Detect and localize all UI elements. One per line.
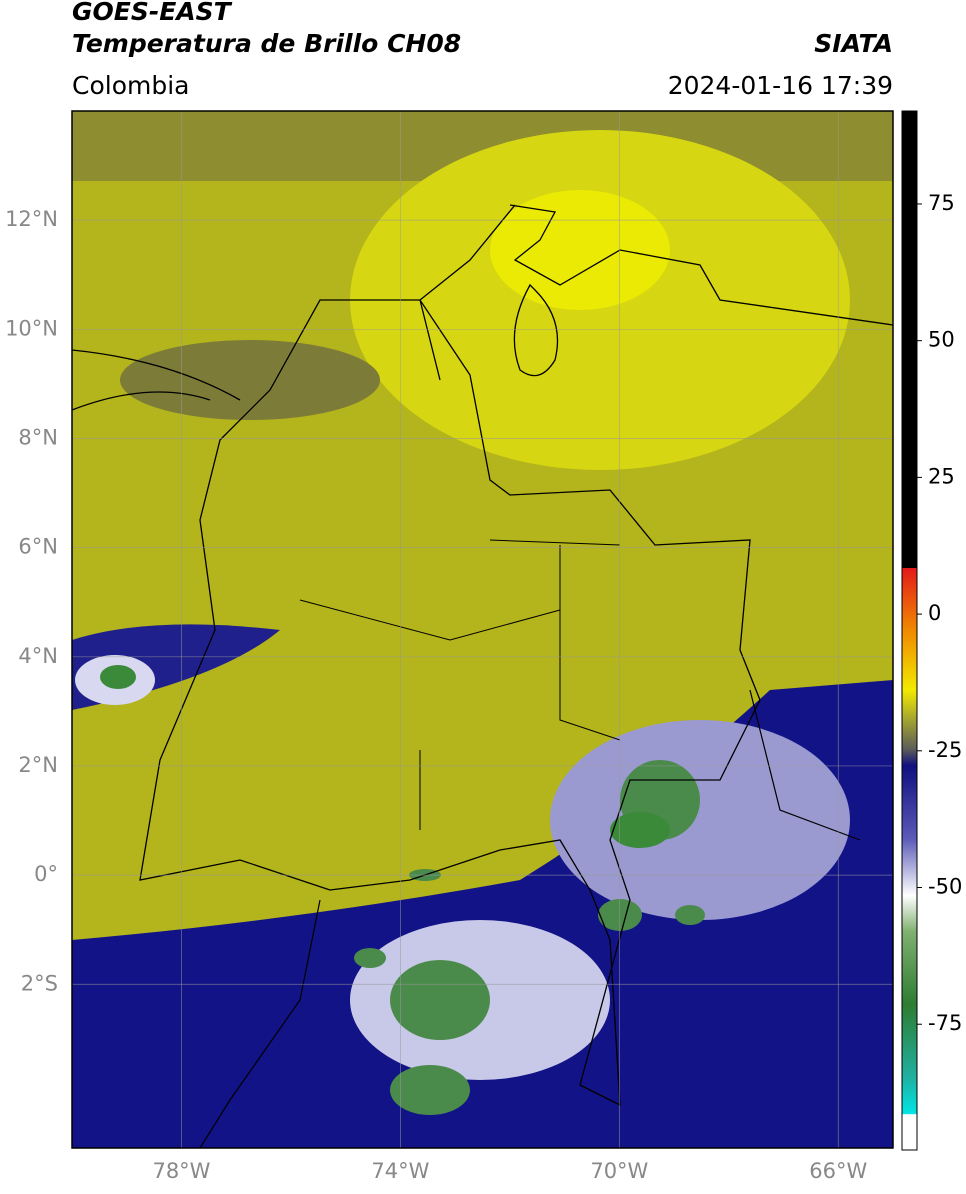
x-tick-label: 74°W [371, 1159, 429, 1183]
map-frame [71, 110, 894, 1149]
colorbar-tick-label: -75 [928, 1011, 962, 1035]
colorbar-tick-label: 0 [928, 601, 941, 625]
y-tick-label: 4°N [18, 644, 58, 668]
colorbar-tick-label: 25 [928, 464, 955, 488]
y-tick-label: 6°N [18, 535, 58, 559]
datetime: 2024-01-16 17:39 [668, 71, 893, 100]
y-tick-label: 10°N [5, 316, 58, 340]
x-tick-label: 78°W [152, 1159, 210, 1183]
y-tick-label: 0° [34, 862, 58, 886]
colorbar-tick-label: 75 [928, 191, 955, 215]
x-tick-label: 66°W [809, 1159, 867, 1183]
map-image [72, 111, 893, 1148]
x-tick-label: 70°W [590, 1159, 648, 1183]
title: Temperatura de Brillo CH08 [72, 29, 461, 58]
colorbar-tick-label: -50 [928, 875, 962, 899]
colorbar-tick-label: -25 [928, 738, 962, 762]
region: Colombia [72, 71, 189, 100]
y-tick-label: 12°N [5, 207, 58, 231]
colorbar-tick-label: 50 [928, 328, 955, 352]
title: GOES-EAST [72, 0, 233, 26]
y-tick-label: 2°N [18, 753, 58, 777]
y-tick-label: 2°S [21, 971, 58, 995]
source: SIATA [814, 29, 893, 58]
y-tick-label: 8°N [18, 425, 58, 449]
colorbar [901, 110, 918, 1151]
